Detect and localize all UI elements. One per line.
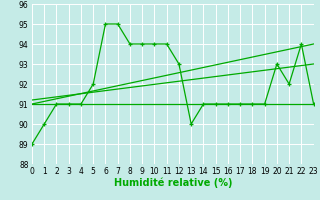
X-axis label: Humidité relative (%): Humidité relative (%) — [114, 178, 232, 188]
